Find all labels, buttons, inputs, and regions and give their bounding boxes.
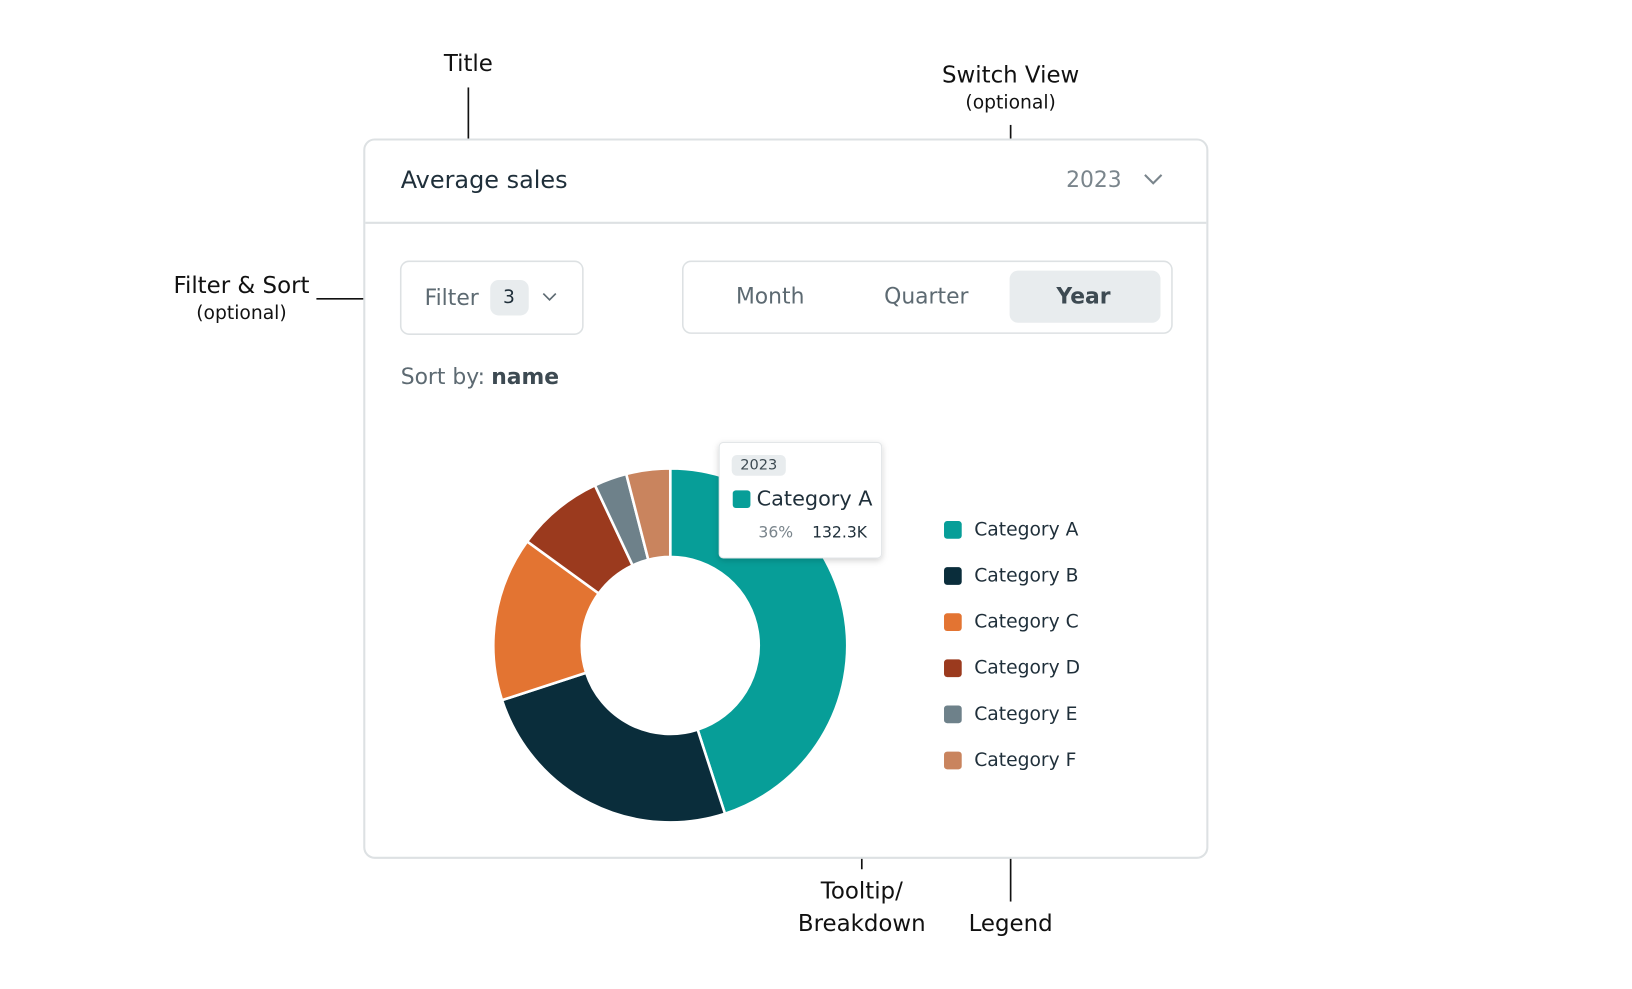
annotation: Legend (969, 911, 1053, 937)
tooltip-category: Category A (757, 487, 874, 511)
card-title: Average sales (401, 166, 568, 194)
view-tab[interactable]: Month (736, 285, 804, 310)
tooltip-share: 36% (758, 524, 793, 542)
tab-selected[interactable] (1009, 270, 1161, 323)
legend: Category A Category B Category C Category D… (944, 519, 1080, 771)
legend-swatch (944, 751, 962, 770)
annotation-note: (optional) (965, 93, 1055, 114)
period-select[interactable]: 2023 (1066, 168, 1122, 193)
tooltip-swatch (732, 490, 751, 509)
sort-label: Sort by: name (401, 365, 559, 390)
sort-prefix: Sort by: (401, 365, 485, 390)
view-tab[interactable]: Year (1055, 285, 1110, 310)
legend-label: Category B (974, 566, 1078, 587)
donut-segment[interactable] (624, 467, 672, 562)
chevron[interactable] (542, 292, 557, 302)
legend-swatch (944, 705, 962, 724)
chevron[interactable] (1144, 174, 1163, 185)
legend-swatch (944, 567, 962, 585)
filter-count: 3 (503, 287, 515, 308)
donut-segment[interactable] (492, 539, 601, 702)
view-tab[interactable]: Quarter (884, 285, 968, 310)
annotation: Breakdown (798, 911, 926, 937)
annotation: Switch View (942, 62, 1079, 88)
tooltip-period: 2023 (740, 456, 777, 473)
tooltip-badge (731, 454, 786, 476)
legend-label: Category E (974, 704, 1077, 725)
annotation: Filter & Sort (173, 273, 309, 299)
annotation: Title (443, 51, 493, 77)
tooltip-value: 132.3K (812, 524, 868, 542)
annotation: Tooltip/ (820, 879, 903, 905)
legend-label: Category C (974, 612, 1079, 633)
legend-label: Category D (974, 658, 1080, 679)
annotation-note: (optional) (196, 303, 286, 324)
view-tabs: Month Quarter Year (736, 270, 1161, 323)
filter-badge (490, 280, 529, 316)
legend-label: Category A (974, 519, 1078, 540)
legend-swatch (944, 521, 962, 539)
legend-swatch (944, 659, 962, 678)
filter-label[interactable]: Filter (425, 286, 479, 311)
sort-field[interactable]: name (491, 365, 559, 390)
legend-swatch (944, 613, 962, 631)
donut-segment[interactable] (500, 671, 727, 824)
legend-label: Category F (974, 750, 1076, 771)
